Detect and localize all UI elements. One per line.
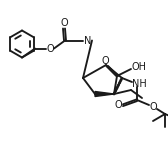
Polygon shape bbox=[95, 92, 114, 96]
Text: NH: NH bbox=[132, 79, 146, 89]
Text: OH: OH bbox=[132, 62, 146, 72]
Text: O: O bbox=[46, 44, 54, 53]
Text: O: O bbox=[101, 56, 109, 66]
Text: O: O bbox=[60, 18, 68, 28]
Text: O: O bbox=[114, 100, 122, 110]
Text: O: O bbox=[149, 102, 157, 112]
Text: N: N bbox=[84, 36, 91, 46]
